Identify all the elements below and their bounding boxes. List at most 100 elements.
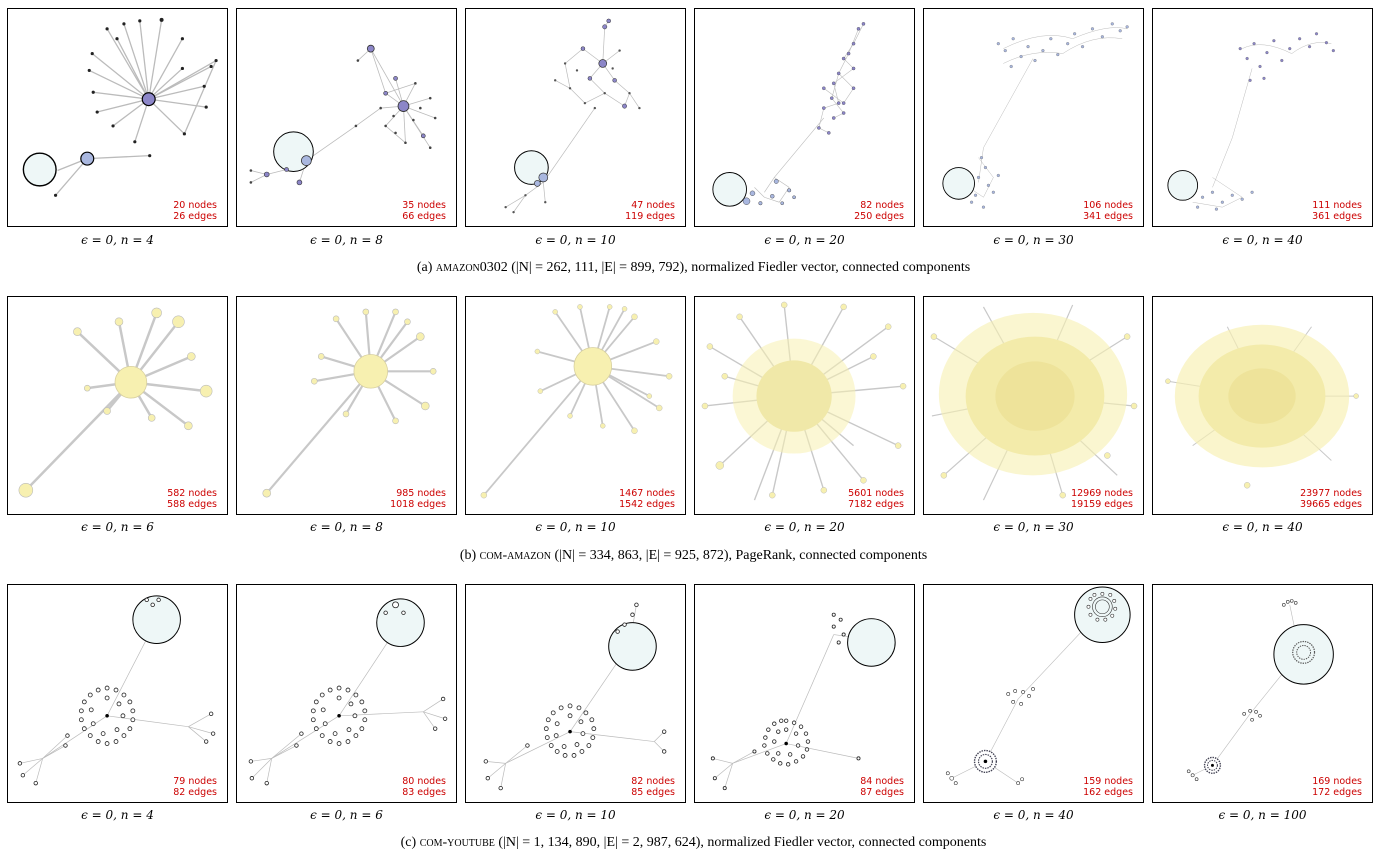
edge-count: 1542 edges: [619, 499, 675, 510]
graph-stats: 169 nodes 172 edges: [1312, 776, 1362, 798]
graph-panel-a2: 35 nodes 66 edges: [236, 8, 457, 227]
panel-caption: ϵ = 0, n = 20: [764, 233, 845, 247]
panel-caption: ϵ = 0, n = 100: [1218, 808, 1307, 822]
node-count: 23977 nodes: [1300, 488, 1362, 499]
graph-panel-b1: 582 nodes 588 edges: [7, 296, 228, 515]
graph-stats: 159 nodes 162 edges: [1083, 776, 1133, 798]
node-count: 985 nodes: [396, 488, 446, 499]
panel-caption: ϵ = 0, n = 8: [310, 520, 383, 534]
graph-drawing: [504, 18, 641, 214]
graph-stats: 80 nodes 83 edges: [402, 776, 446, 798]
graph-panel-c2: 80 nodes 83 edges: [236, 584, 457, 803]
graph-stats: 82 nodes 85 edges: [631, 776, 675, 798]
graph-panel-c3: 82 nodes 85 edges: [465, 584, 686, 803]
edge-count: 87 edges: [860, 787, 904, 798]
graph-drawing: [942, 22, 1129, 209]
graph-stats: 20 nodes 26 edges: [173, 200, 217, 222]
graph-stats: 84 nodes 87 edges: [860, 776, 904, 798]
node-count: 159 nodes: [1083, 776, 1133, 787]
edge-count: 19159 edges: [1071, 499, 1133, 510]
node-count: 20 nodes: [173, 200, 217, 211]
graph-stats: 1467 nodes 1542 edges: [619, 488, 675, 510]
graph-drawing: [1186, 599, 1334, 781]
graph-stats: 985 nodes 1018 edges: [390, 488, 446, 510]
graph-drawing: [701, 301, 907, 501]
dataset-stats: (|N| = 334, 863, |E| = 925, 872), PageRa…: [554, 548, 928, 563]
graph-drawing: [262, 308, 437, 498]
graph-stats: 35 nodes 66 edges: [402, 200, 446, 222]
graph-panel-a1: 20 nodes 26 edges: [7, 8, 228, 227]
edge-count: 83 edges: [402, 787, 446, 798]
node-count: 111 nodes: [1312, 200, 1362, 211]
edge-count: 361 edges: [1312, 211, 1362, 222]
panel-caption: ϵ = 0, n = 8: [310, 233, 383, 247]
graph-drawing: [712, 22, 866, 207]
graph-stats: 5601 nodes 7182 edges: [848, 488, 904, 510]
panel-caption: ϵ = 0, n = 4: [81, 808, 154, 822]
panel-caption: ϵ = 0, n = 10: [535, 520, 616, 534]
graph-panel-a5: 106 nodes 341 edges: [923, 8, 1144, 227]
panel-caption: ϵ = 0, n = 10: [535, 808, 616, 822]
row-caption-b: (b) com-amazon (|N| = 334, 863, |E| = 92…: [0, 547, 1387, 565]
graph-panel-c4: 84 nodes 87 edges: [694, 584, 915, 803]
graph-drawing: [22, 17, 218, 197]
graph-drawing: [945, 586, 1131, 786]
graph-panel-b2: 985 nodes 1018 edges: [236, 296, 457, 515]
graph-stats: 23977 nodes 39665 edges: [1300, 488, 1362, 510]
edge-count: 39665 edges: [1300, 499, 1362, 510]
graph-drawing: [17, 595, 216, 786]
graph-panel-c1: 79 nodes 82 edges: [7, 584, 228, 803]
graph-drawing: [480, 304, 673, 499]
edge-count: 162 edges: [1083, 787, 1133, 798]
graph-panel-c6: 169 nodes 172 edges: [1152, 584, 1373, 803]
graph-panel-b4: 5601 nodes 7182 edges: [694, 296, 915, 515]
node-count: 106 nodes: [1083, 200, 1133, 211]
graph-drawing: [930, 304, 1138, 501]
edge-count: 172 edges: [1312, 787, 1362, 798]
panel-caption: ϵ = 0, n = 30: [993, 520, 1074, 534]
graph-panel-b6: 23977 nodes 39665 edges: [1152, 296, 1373, 515]
graph-panel-b3: 1467 nodes 1542 edges: [465, 296, 686, 515]
dataset-stats: (|N| = 1, 134, 890, |E| = 2, 987, 624), …: [498, 835, 987, 850]
graph-drawing: [249, 44, 437, 186]
node-count: 582 nodes: [167, 488, 217, 499]
graph-panel-b5: 12969 nodes 19159 edges: [923, 296, 1144, 515]
node-count: 82 nodes: [631, 776, 675, 787]
edge-count: 119 edges: [625, 211, 675, 222]
node-count: 5601 nodes: [848, 488, 904, 499]
dataset-name: com-youtube: [419, 835, 495, 850]
node-count: 169 nodes: [1312, 776, 1362, 787]
panel-caption: ϵ = 0, n = 20: [764, 520, 845, 534]
graph-stats: 82 nodes 250 edges: [854, 200, 904, 222]
edge-count: 1018 edges: [390, 499, 446, 510]
row-caption-a: (a) amazon0302 (|N| = 262, 111, |E| = 89…: [0, 259, 1387, 277]
graph-drawing: [248, 598, 448, 786]
panel-caption: ϵ = 0, n = 30: [993, 233, 1074, 247]
edge-count: 588 edges: [167, 499, 217, 510]
panel-caption: ϵ = 0, n = 40: [1222, 233, 1303, 247]
panel-caption: ϵ = 0, n = 4: [81, 233, 154, 247]
graph-drawing: [1167, 32, 1335, 211]
edge-count: 26 edges: [173, 211, 217, 222]
graph-drawing: [18, 307, 213, 498]
graph-panel-a6: 111 nodes 361 edges: [1152, 8, 1373, 227]
edge-count: 7182 edges: [848, 499, 904, 510]
row-label: (c): [400, 835, 417, 850]
row-label: (b): [459, 548, 477, 563]
graph-panel-a3: 47 nodes 119 edges: [465, 8, 686, 227]
row-caption-c: (c) com-youtube (|N| = 1, 134, 890, |E| …: [0, 834, 1387, 852]
edge-count: 66 edges: [402, 211, 446, 222]
graph-stats: 79 nodes 82 edges: [173, 776, 217, 798]
node-count: 47 nodes: [631, 200, 675, 211]
graph-stats: 582 nodes 588 edges: [167, 488, 217, 510]
node-count: 80 nodes: [402, 776, 446, 787]
edge-count: 82 edges: [173, 787, 217, 798]
graph-stats: 106 nodes 341 edges: [1083, 200, 1133, 222]
edge-count: 341 edges: [1083, 211, 1133, 222]
node-count: 35 nodes: [402, 200, 446, 211]
node-count: 84 nodes: [860, 776, 904, 787]
panel-caption: ϵ = 0, n = 40: [993, 808, 1074, 822]
graph-stats: 47 nodes 119 edges: [625, 200, 675, 222]
dataset-name: com-amazon: [479, 548, 551, 563]
dataset-name: amazon0302: [435, 260, 508, 275]
